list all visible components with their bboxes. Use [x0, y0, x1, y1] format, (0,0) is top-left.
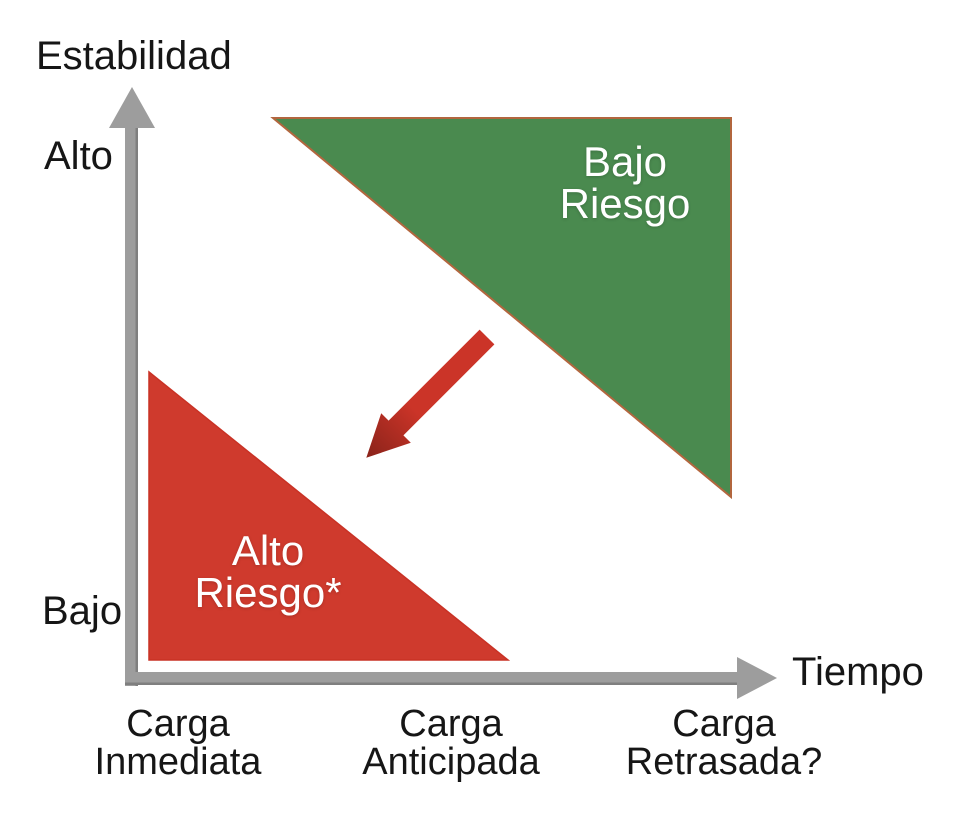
high-risk-label: Alto Riesgo*: [194, 527, 342, 616]
high-risk-triangle: [148, 370, 511, 661]
x-axis-tick-carga-anticipada: Carga Anticipada: [362, 703, 540, 783]
y-axis-tick-alto: Alto: [44, 134, 113, 178]
x-axis-arrowhead: [737, 657, 777, 699]
y-axis-title: Estabilidad: [36, 34, 232, 78]
low-risk-label: Bajo Riesgo: [559, 138, 691, 227]
x-axis-title: Tiempo: [792, 650, 924, 694]
low-risk-triangle: [270, 117, 732, 500]
y-axis-tick-bajo: Bajo: [42, 589, 123, 633]
x-axis-shaft-shadow: [125, 682, 739, 685]
y-axis-shaft-shadow: [135, 110, 138, 686]
x-axis-tick-carga-retrasada: Carga Retrasada?: [625, 703, 823, 783]
trend-down-left-arrow-icon: [366, 329, 495, 458]
y-axis-shaft: [125, 100, 138, 686]
x-axis-tick-carga-inmediata: Carga Inmediata: [94, 703, 262, 783]
y-axis-arrowhead: [109, 87, 155, 128]
x-axis-shaft: [125, 672, 739, 685]
